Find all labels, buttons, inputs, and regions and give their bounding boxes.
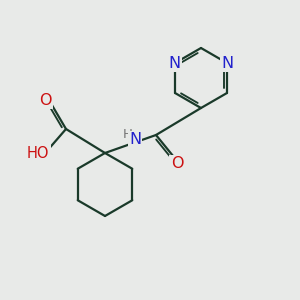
Text: N: N [129,132,141,147]
Text: N: N [168,56,181,70]
Text: O: O [171,156,183,171]
Text: N: N [221,56,234,70]
Text: HO: HO [27,146,49,160]
Text: H: H [123,128,132,141]
Text: O: O [39,93,52,108]
